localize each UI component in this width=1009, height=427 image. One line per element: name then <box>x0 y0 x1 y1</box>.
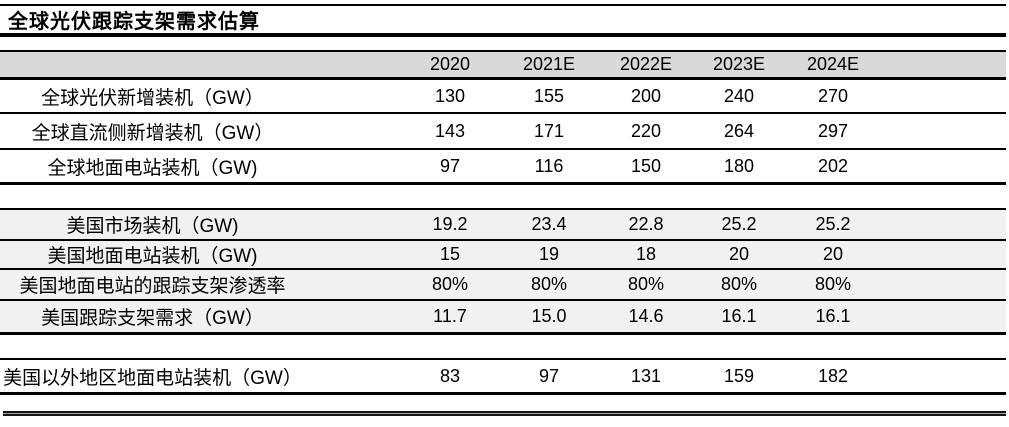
cell-value: 19.2 <box>432 214 468 234</box>
cell-value: 155 <box>533 85 565 106</box>
section-spacer <box>0 335 1006 358</box>
cell-value: 25.2 <box>815 214 851 234</box>
row-label: 全球直流侧新增装机（GW） <box>31 122 274 144</box>
top-divider <box>0 4 1006 6</box>
title-divider <box>0 33 1006 37</box>
column-header-2020: 2020 <box>429 54 471 74</box>
cell-value: 182 <box>817 365 849 386</box>
cell-value: 116 <box>534 155 564 176</box>
cell-value: 80% <box>530 274 568 294</box>
cell-value: 220 <box>630 120 662 141</box>
column-header-2022e: 2022E <box>619 54 673 74</box>
row-label: 美国地面电站的跟踪支架渗透率 <box>19 276 286 297</box>
row-label: 美国以外地区地面电站装机（GW） <box>3 367 302 389</box>
cell-value: 20 <box>728 244 750 264</box>
table-row-us-tracker-penetration: 美国地面电站的跟踪支架渗透率 80% 80% 80% 80% 80% <box>0 270 1006 301</box>
cell-value: 97 <box>538 365 560 386</box>
table-row-global-utility-installs: 全球地面电站装机（GW) 97 116 150 180 202 <box>0 150 1006 185</box>
table-row-us-utility-installs: 美国地面电站装机（GW) 15 19 18 20 20 <box>0 241 1006 270</box>
cell-value: 264 <box>723 120 755 141</box>
bottom-divider <box>3 411 1006 416</box>
cell-value: 171 <box>533 120 565 141</box>
cell-value: 180 <box>723 155 755 176</box>
cell-value: 202 <box>817 155 849 176</box>
column-header-2024e: 2024E <box>806 54 860 74</box>
table-row-exus-utility-installs: 美国以外地区地面电站装机（GW） 83 97 131 159 182 <box>0 358 1006 395</box>
cell-value: 14.6 <box>628 306 664 326</box>
cell-value: 18 <box>635 244 657 264</box>
cell-value: 80% <box>814 274 852 294</box>
cell-value: 80% <box>627 274 665 294</box>
cell-value: 80% <box>720 274 758 294</box>
cell-value: 16.1 <box>815 306 851 326</box>
table-row-global-pv-new-installs: 全球光伏新增装机（GW） 130 155 200 240 270 <box>0 80 1006 114</box>
cell-value: 240 <box>723 85 755 106</box>
row-label: 美国地面电站装机（GW) <box>47 246 258 267</box>
cell-value: 15 <box>439 244 461 264</box>
cell-value: 297 <box>817 120 849 141</box>
row-label: 美国市场装机（GW) <box>66 216 239 237</box>
table-row-global-dc-new-installs: 全球直流侧新增装机（GW） 143 171 220 264 297 <box>0 114 1006 150</box>
section-spacer <box>0 185 1006 208</box>
cell-value: 143 <box>434 120 466 141</box>
cell-value: 83 <box>439 365 461 386</box>
report-table-figure: 全球光伏跟踪支架需求估算 2020 2021E 2022E 2023E 2024… <box>0 4 1006 416</box>
table-row-us-market-installs: 美国市场装机（GW) 19.2 23.4 22.8 25.2 25.2 <box>0 208 1006 241</box>
cell-value: 16.1 <box>721 306 757 326</box>
table-title: 全球光伏跟踪支架需求估算 <box>8 11 260 33</box>
cell-value: 200 <box>630 85 662 106</box>
table-header-row: 2020 2021E 2022E 2023E 2024E <box>0 50 1006 80</box>
cell-value: 11.7 <box>433 306 467 326</box>
cell-value: 270 <box>817 85 849 106</box>
cell-value: 150 <box>630 155 662 176</box>
row-label: 全球地面电站装机（GW) <box>47 157 258 179</box>
cell-value: 19 <box>538 244 560 264</box>
cell-value: 131 <box>630 365 662 386</box>
row-label: 全球光伏新增装机（GW） <box>41 87 264 109</box>
column-header-2023e: 2023E <box>712 54 766 74</box>
spacer <box>0 37 1006 50</box>
table-row-us-tracker-demand: 美国跟踪支架需求（GW） 11.7 15.0 14.6 16.1 16.1 <box>0 301 1006 335</box>
row-label: 美国跟踪支架需求（GW） <box>41 308 264 329</box>
cell-value: 25.2 <box>721 214 757 234</box>
cell-value: 22.8 <box>628 214 664 234</box>
cell-value: 80% <box>431 274 469 294</box>
cell-value: 23.4 <box>531 214 567 234</box>
cell-value: 15.0 <box>531 306 567 326</box>
column-header-2021e: 2021E <box>522 54 576 74</box>
cell-value: 97 <box>439 155 461 176</box>
spacer <box>0 395 1006 411</box>
cell-value: 130 <box>434 85 466 106</box>
cell-value: 20 <box>822 244 844 264</box>
cell-value: 159 <box>723 365 755 386</box>
